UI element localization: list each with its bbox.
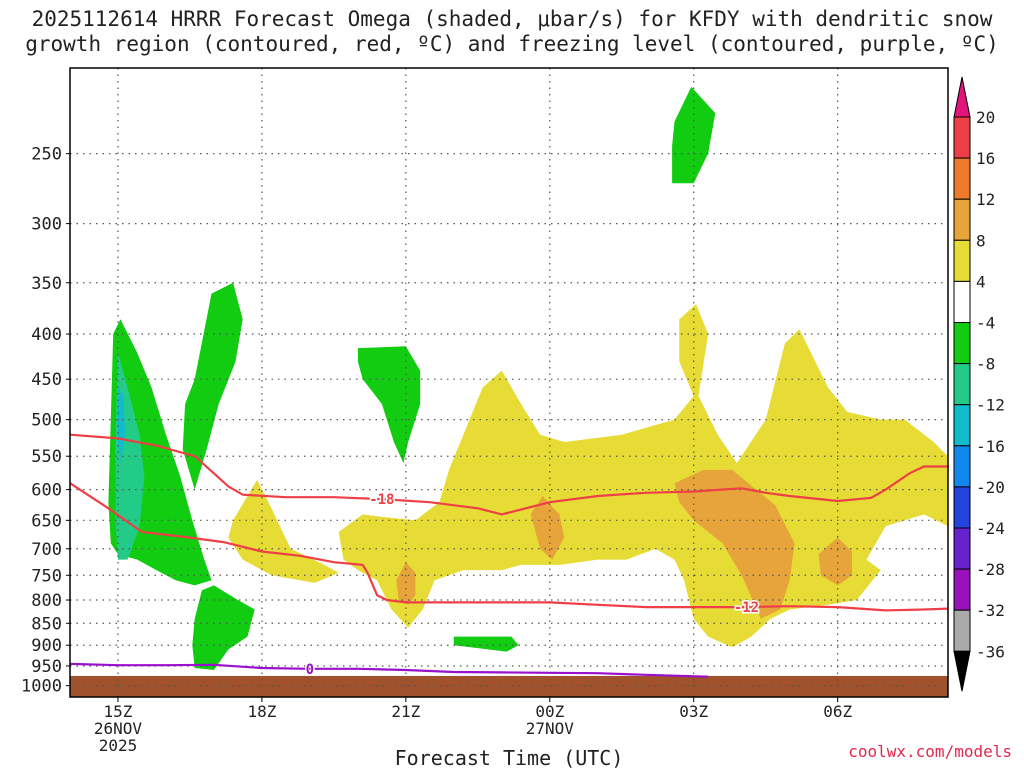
y-tick-label-4: 450: [31, 370, 62, 390]
colorbar-label-7: -12: [976, 396, 1005, 415]
y-tick-label-12: 850: [31, 614, 62, 634]
colorbar-band-3: [953, 239, 971, 282]
colorbar-label-2: 12: [976, 190, 995, 209]
y-tick-label-5: 500: [31, 411, 62, 431]
colorbar-label-10: -24: [976, 519, 1005, 538]
freezing-level-contour-0-line: [70, 662, 709, 678]
omega-region-4: [192, 585, 255, 670]
chart-title-line-2: growth region (contoured, red, ºC) and f…: [25, 32, 999, 56]
colorbar-band-9: [953, 486, 971, 529]
colorbar: 20 16 12 8 4 -4 -8 -12 -16 -20 -24 -28 -32 -36: [953, 76, 1005, 692]
contours: -12 -18 0: [70, 433, 948, 679]
colorbar-band-6: [953, 363, 971, 406]
axes: 2503003504004505005506006507007508008509…: [21, 67, 949, 755]
y-tick-label-6: 550: [31, 447, 62, 467]
x-tick-label-3-0: 00Z: [535, 702, 564, 721]
colorbar-band-0: [953, 116, 971, 159]
omega-region-11: [530, 496, 565, 560]
ground-strip: [70, 675, 948, 697]
colorbar-top-arrow: [953, 76, 971, 118]
colorbar-label-12: -32: [976, 601, 1005, 620]
colorbar-band-8: [953, 445, 971, 488]
x-tick-label-0-1: 26NOV: [94, 719, 143, 738]
x-tick-label-5-0: 06Z: [823, 702, 852, 721]
y-tick-label-13: 900: [31, 636, 62, 656]
colorbar-label-4: 4: [976, 272, 986, 291]
colorbar-label-9: -20: [976, 478, 1005, 497]
dendritic-contour-0-line: [70, 482, 948, 612]
y-tick-label-8: 650: [31, 511, 62, 531]
x-tick-label-3-1: 27NOV: [526, 719, 575, 738]
x-tick-label-0-0: 15Z: [104, 702, 133, 721]
colorbar-label-8: -16: [976, 437, 1005, 456]
x-tick-label-0-2: 2025: [99, 736, 138, 755]
grid-lines: [70, 68, 948, 697]
y-tick-label-2: 350: [31, 274, 62, 294]
omega-region-13: [818, 537, 852, 586]
colorbar-band-12: [953, 609, 971, 652]
colorbar-label-1: 16: [976, 149, 995, 168]
y-tick-label-15: 1000: [21, 677, 62, 697]
y-tick-label-0: 250: [31, 145, 62, 165]
y-tick-label-11: 800: [31, 591, 62, 611]
source-credit[interactable]: coolwx.com/models: [848, 742, 1012, 761]
x-tick-label-2-0: 21Z: [391, 702, 420, 721]
colorbar-band-2: [953, 198, 971, 241]
omega-region-7: [453, 636, 519, 652]
colorbar-label-3: 8: [976, 231, 986, 250]
omega-region-5: [357, 346, 421, 464]
omega-region-10: [396, 562, 416, 605]
dendritic-contour-1-line: [70, 433, 948, 516]
colorbar-band-7: [953, 404, 971, 447]
colorbar-label-5: -4: [976, 314, 995, 333]
colorbar-band-5: [953, 322, 971, 365]
omega-region-8: [228, 479, 339, 583]
x-tick-label-1-0: 18Z: [247, 702, 276, 721]
y-tick-label-7: 600: [31, 481, 62, 501]
colorbar-band-1: [953, 157, 971, 200]
colorbar-band-10: [953, 527, 971, 570]
y-tick-label-14: 950: [31, 657, 62, 677]
colorbar-label-11: -28: [976, 560, 1005, 579]
omega-region-9: [338, 304, 948, 648]
colorbar-label-13: -36: [976, 642, 1005, 661]
y-tick-label-9: 700: [31, 540, 62, 560]
y-tick-label-10: 750: [31, 566, 62, 586]
omega-region-3: [182, 282, 243, 490]
plot-frame: [69, 67, 949, 698]
omega-region-12: [674, 469, 795, 619]
y-tick-label-3: 400: [31, 325, 62, 345]
colorbar-band-4: [953, 280, 971, 323]
dendritic-contour-0-label: -12: [734, 600, 759, 616]
omega-shading: [70, 86, 948, 697]
colorbar-label-6: -8: [976, 355, 995, 374]
y-tick-label-1: 300: [31, 215, 62, 235]
freezing-level-contour-0-label: 0: [306, 662, 314, 678]
x-tick-label-4-0: 03Z: [679, 702, 708, 721]
chart-title-line-1: 2025112614 HRRR Forecast Omega (shaded, …: [31, 7, 993, 31]
colorbar-band-11: [953, 568, 971, 611]
plot-area: [70, 68, 948, 697]
colorbar-label-0: 20: [976, 108, 995, 127]
x-axis-label: Forecast Time (UTC): [395, 746, 624, 768]
omega-region-2: [117, 387, 126, 464]
omega-region-6: [672, 86, 716, 184]
colorbar-bottom-arrow: [953, 650, 971, 692]
dendritic-contour-1-label: -18: [369, 492, 394, 508]
